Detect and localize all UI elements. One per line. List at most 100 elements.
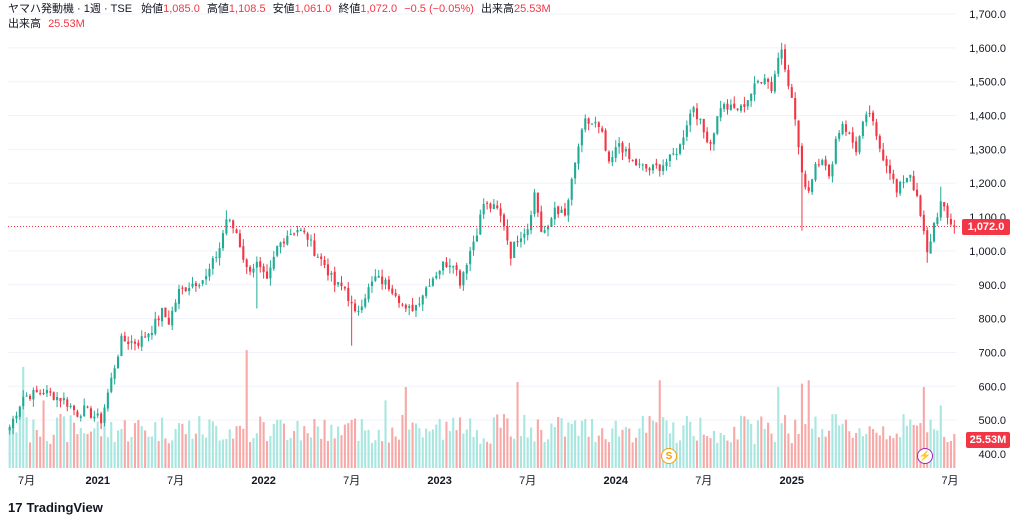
volume-bar	[421, 437, 424, 468]
volume-bar	[442, 439, 445, 468]
volume-bar	[164, 438, 167, 468]
candle-body	[679, 144, 682, 154]
volume-bar	[306, 433, 309, 468]
volume-bar	[851, 437, 854, 468]
candle-body	[12, 418, 15, 429]
volume-bar	[357, 440, 360, 468]
candle-body	[750, 93, 753, 102]
candle-body	[486, 202, 489, 204]
candle-body	[404, 304, 407, 309]
volume-bar	[330, 424, 333, 468]
close-value: 1,072.0	[360, 3, 398, 15]
volume-bar	[712, 430, 715, 468]
candle-body	[546, 226, 550, 230]
candle-body	[929, 241, 932, 254]
candle-body	[238, 233, 241, 248]
candle-body	[350, 301, 353, 304]
volume-label: 出来高	[480, 3, 514, 15]
candle-body	[289, 233, 292, 235]
candle-body	[177, 288, 181, 304]
volume-bar	[411, 422, 414, 468]
candle-body	[326, 264, 329, 276]
candle-body	[855, 141, 858, 153]
volume-study-label[interactable]: 出来高	[8, 18, 41, 30]
volume-bar	[215, 426, 218, 468]
candle-body	[692, 107, 695, 113]
volume-bar	[685, 416, 688, 468]
price-axis[interactable]: 1,700.0 1,600.0 1,500.0 1,400.0 1,300.0 1,200…	[969, 9, 1006, 461]
candle-body	[286, 235, 289, 245]
flash-event-icon[interactable]: ⚡	[917, 448, 933, 464]
volume-bar	[614, 420, 617, 468]
volume-bar	[279, 419, 282, 468]
candle-body	[607, 151, 611, 162]
volume-bar	[885, 439, 888, 468]
high-label: 高値	[206, 3, 229, 15]
candle-body	[723, 104, 726, 109]
candle-body	[384, 279, 387, 285]
volume-bar	[824, 436, 827, 468]
volume-bar	[858, 428, 861, 468]
candle-body	[303, 230, 306, 233]
candle-body	[916, 189, 919, 196]
candle-body	[543, 230, 546, 233]
volume-bar	[888, 435, 892, 468]
y-tick-label: 600.0	[978, 381, 1006, 393]
volume-bar	[580, 420, 583, 468]
volume-bar	[628, 428, 631, 468]
candle-body	[838, 133, 841, 139]
volume-bar	[604, 439, 607, 468]
candle-body	[167, 317, 170, 325]
close-label: 終値	[338, 3, 361, 15]
time-axis[interactable]: 7月 2021 7月 2022 7月 2023 7月 2024 7月 2025 7月	[18, 475, 959, 487]
candle-body	[689, 113, 692, 126]
volume-bar	[404, 387, 407, 468]
volume-bar	[387, 442, 390, 468]
candle-body	[635, 159, 638, 166]
candle-body	[242, 246, 245, 260]
candle-body	[882, 149, 885, 161]
y-tick-label: 1,700.0	[969, 9, 1006, 21]
candle-body	[367, 287, 370, 300]
candle-body	[648, 168, 651, 171]
volume-bar	[577, 435, 580, 468]
candle-body	[123, 335, 126, 342]
candle-body	[96, 413, 99, 416]
candle-body	[201, 280, 204, 284]
symbol-title[interactable]: ヤマハ発動機 · 1週 · TSE	[8, 3, 133, 15]
candle-body	[513, 241, 516, 258]
candle-body	[834, 138, 837, 164]
candle-body	[194, 283, 197, 286]
volume-bar	[360, 419, 363, 468]
split-event-icon[interactable]: S	[661, 448, 677, 464]
candle-body	[72, 405, 76, 411]
candle-body	[113, 368, 116, 379]
candle-body	[320, 256, 323, 260]
candle-body	[28, 395, 32, 400]
candle-body	[800, 145, 803, 173]
volume-bar	[276, 419, 279, 468]
x-tick-label: 7月	[18, 475, 35, 487]
volume-bar	[753, 443, 756, 468]
volume-bar	[333, 438, 336, 468]
volume-bar	[188, 420, 191, 468]
candle-body	[811, 179, 814, 193]
tradingview-logo[interactable]: 17 TradingView	[8, 500, 103, 515]
candle-body	[892, 173, 895, 180]
low-value: 1,061.0	[294, 3, 332, 15]
volume-bar	[557, 416, 560, 468]
y-tick-label: 1,300.0	[969, 144, 1006, 156]
candle-body	[729, 104, 732, 111]
candle-body	[232, 220, 235, 229]
volume-bar	[313, 419, 316, 468]
volume-bar	[699, 417, 702, 468]
candle-body	[116, 356, 120, 369]
volume-bar	[719, 432, 722, 468]
volume-bar	[448, 430, 451, 468]
volume-bar	[587, 436, 590, 468]
candle-body	[127, 341, 130, 345]
candle-body	[445, 262, 448, 268]
volume-bar	[127, 441, 130, 468]
volume-bar	[282, 423, 285, 468]
